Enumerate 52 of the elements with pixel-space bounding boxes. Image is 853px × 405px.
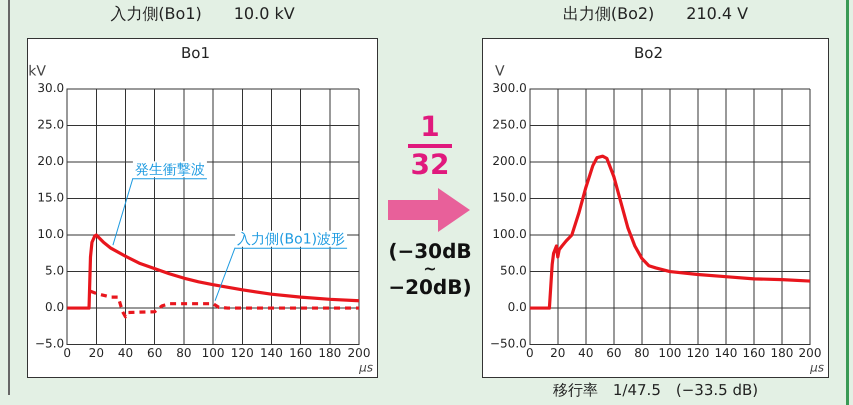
x-tick-label: 200 <box>348 346 370 360</box>
y-tick-label: −5.0 <box>35 336 64 351</box>
chart-subtitle: Bo1 <box>180 44 210 62</box>
chart-subtitle: Bo2 <box>634 44 664 62</box>
y-tick-label: 50.0 <box>500 264 527 278</box>
y-tick-label: 150.0 <box>492 190 527 205</box>
text: 32 <box>410 148 450 181</box>
x-tick-label: 180 <box>318 346 342 360</box>
y-axis-title: kV <box>28 64 46 80</box>
x-tick-label: 40 <box>118 346 134 360</box>
text: 移行率 1/47.5 (−33.5 dB) <box>552 381 760 400</box>
y-tick-label: 30.0 <box>37 81 64 96</box>
x-axis-title: μs <box>809 360 824 375</box>
chart-title: 出力側(Bo2) 210.4 V <box>562 4 750 25</box>
x-tick-label: 80 <box>634 346 650 360</box>
x-tick-label: 0 <box>526 346 534 360</box>
y-tick-label: 200.0 <box>492 154 527 168</box>
y-axis-title: V <box>494 64 505 80</box>
x-tick-label: 140 <box>260 346 283 360</box>
x-tick-label: 200 <box>798 346 822 360</box>
y-tick-label: 20.0 <box>37 154 64 168</box>
y-tick-label: 5.0 <box>45 264 64 278</box>
y-tick-label: 100.0 <box>492 227 527 242</box>
x-tick-label: 120 <box>686 346 710 360</box>
text: 発生衝撃波 <box>134 162 205 178</box>
x-tick-label: 20 <box>88 346 104 360</box>
x-tick-label: 100 <box>202 346 225 360</box>
x-tick-label: 60 <box>147 346 162 360</box>
y-tick-label: 0.0 <box>45 300 64 314</box>
x-tick-label: 40 <box>578 346 594 360</box>
x-tick-label: 20 <box>550 346 566 360</box>
x-tick-label: 80 <box>176 346 192 360</box>
y-tick-label: −50.0 <box>490 336 527 351</box>
x-tick-label: 180 <box>770 346 794 360</box>
y-tick-label: 10.0 <box>37 227 64 242</box>
text: (−30dB ~ −20dB) <box>387 239 473 299</box>
text: 1 <box>419 110 441 143</box>
x-tick-label: 160 <box>289 346 312 360</box>
x-tick-label: 120 <box>230 346 254 360</box>
y-tick-label: 25.0 <box>37 118 64 132</box>
x-axis-title: μs <box>358 360 373 375</box>
y-tick-label: 15.0 <box>37 190 64 205</box>
text: 入力側(Bo1)波形 <box>237 231 346 248</box>
x-tick-label: 0 <box>63 346 71 360</box>
x-tick-label: 160 <box>742 346 766 360</box>
x-tick-label: 100 <box>658 346 682 360</box>
chart-title: 入力側(Bo1) 10.0 kV <box>109 4 296 25</box>
y-tick-label: 0.0 <box>508 300 527 314</box>
x-tick-label: 60 <box>606 346 622 360</box>
x-tick-label: 140 <box>714 346 738 360</box>
y-tick-label: 300.0 <box>492 81 527 96</box>
y-tick-label: 250.0 <box>492 118 527 132</box>
